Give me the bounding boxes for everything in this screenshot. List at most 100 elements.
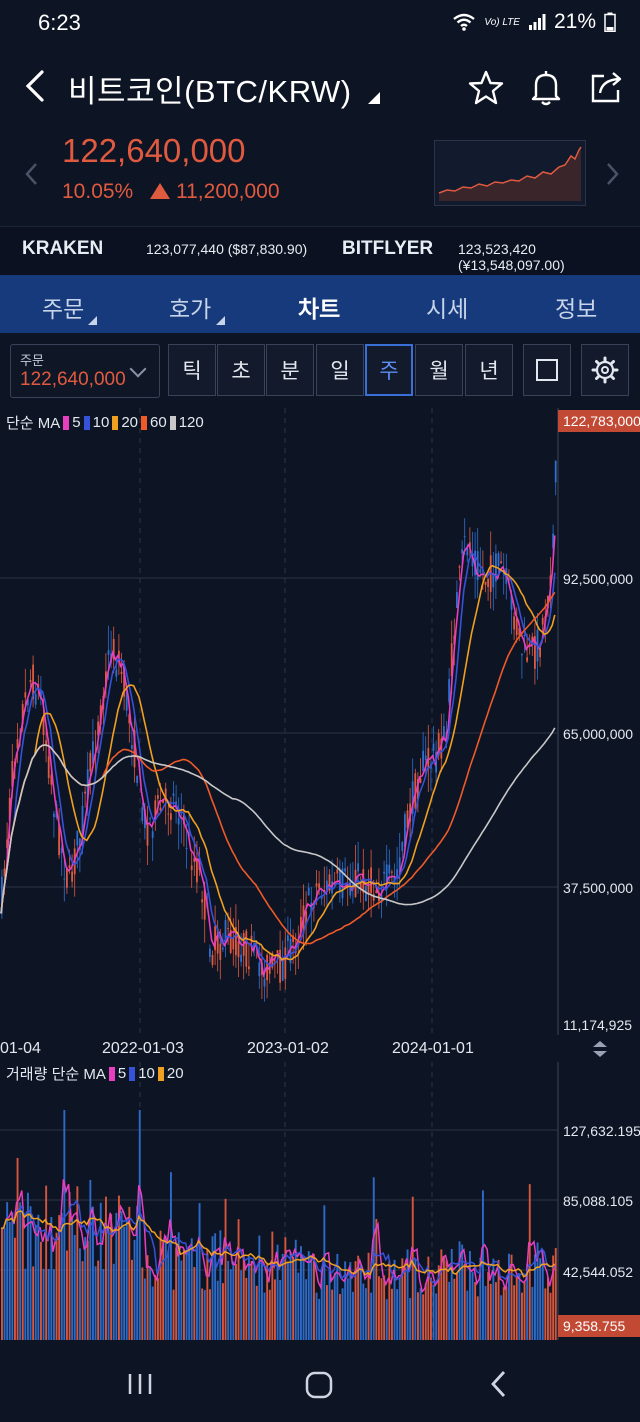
volume-bar: [263, 1292, 266, 1340]
volume-bar: [235, 1263, 237, 1340]
tab-market[interactable]: 시세: [426, 296, 469, 322]
price-candle-body: [214, 925, 216, 951]
page-title[interactable]: 비트코인(BTC/KRW): [68, 74, 352, 109]
price-candle-body: [263, 978, 266, 987]
volume-bar: [27, 1192, 29, 1340]
volume-bar: [320, 1270, 323, 1340]
price-candle-body: [235, 927, 237, 956]
price-candlestick-chart[interactable]: [0, 408, 640, 1035]
price-candle-body: [151, 831, 154, 838]
volume-bar: [552, 1255, 555, 1340]
volume-bar: [32, 1266, 35, 1340]
volume-bar: [58, 1215, 61, 1340]
volume-moving-averages: [0, 1179, 556, 1294]
volume-bar: [211, 1236, 214, 1340]
vol-ma5-label: 5: [117, 1065, 127, 1082]
period-week-button[interactable]: 주: [365, 344, 413, 396]
volume-bar: [521, 1292, 523, 1340]
home-icon[interactable]: [302, 1368, 336, 1402]
title-dropdown-caret-icon[interactable]: [368, 92, 380, 104]
price-candle-body: [458, 566, 461, 568]
period-year-button[interactable]: 년: [465, 344, 513, 396]
price-candle-body: [245, 930, 248, 967]
price-candle-body: [513, 616, 515, 630]
volume-bar: [185, 1249, 188, 1340]
chart-type-button[interactable]: [523, 344, 571, 396]
volume-ma-line: [0, 1210, 556, 1278]
bell-icon[interactable]: [526, 68, 566, 108]
next-coin-arrow-icon[interactable]: [602, 160, 622, 188]
price-candle-body: [341, 868, 344, 899]
chart-settings-button[interactable]: [581, 344, 629, 396]
volume-bar: [554, 1248, 557, 1340]
star-icon[interactable]: [466, 68, 506, 108]
price-chart-grid: [0, 408, 558, 1035]
volume-bar: [159, 1230, 162, 1340]
price-candle-body: [201, 899, 203, 903]
volume-bar: [398, 1278, 401, 1340]
volume-bar: [42, 1268, 45, 1340]
back-nav-icon[interactable]: [484, 1368, 514, 1400]
current-price-label: 122,783,000: [563, 413, 640, 429]
back-arrow-icon[interactable]: [20, 66, 52, 106]
price-candle-body: [250, 935, 253, 943]
tab-order[interactable]: 주문: [42, 296, 85, 322]
price-candle-body: [172, 793, 175, 796]
prev-coin-arrow-icon[interactable]: [22, 160, 42, 188]
volume-bar: [367, 1252, 370, 1340]
tab-orderbook[interactable]: 호가: [169, 296, 212, 322]
price-candle-body: [63, 878, 66, 880]
exchange-name-bitflyer: BITFLYER: [342, 238, 434, 259]
period-tick-button[interactable]: 틱: [168, 344, 216, 396]
volume-bar: [307, 1251, 310, 1340]
share-icon[interactable]: [586, 68, 626, 108]
tab-chart[interactable]: 차트: [298, 296, 341, 322]
volume-bar: [94, 1266, 97, 1340]
battery-icon: [604, 12, 616, 32]
price-candle-body: [141, 807, 144, 821]
volume-bar: [305, 1279, 308, 1340]
price-candle-body: [320, 896, 323, 899]
price-candle-body: [34, 694, 37, 705]
volume-bar: [466, 1290, 469, 1340]
order-price-select[interactable]: [10, 344, 160, 398]
exchange-name-kraken: KRAKEN: [22, 238, 104, 259]
main-tab-bar: [0, 275, 640, 333]
price-candle-body: [86, 769, 89, 798]
volume-bar: [102, 1269, 105, 1340]
volume-bar: [190, 1238, 193, 1340]
price-candle-body: [339, 869, 341, 892]
period-second-button[interactable]: 초: [217, 344, 265, 396]
volume-bar: [539, 1258, 542, 1340]
period-month-button[interactable]: 월: [415, 344, 463, 396]
volume-bar: [513, 1285, 516, 1340]
price-candle-body: [287, 935, 289, 941]
volume-bar: [141, 1267, 144, 1340]
price-candle-body: [255, 942, 258, 944]
mini-price-chart[interactable]: [434, 140, 586, 206]
volume-bar: [258, 1235, 261, 1340]
volume-bar: [388, 1261, 391, 1340]
price-candle-body: [146, 822, 149, 846]
volume-bar: [175, 1247, 178, 1340]
tab-info[interactable]: 정보: [555, 296, 598, 322]
volume-bar: [131, 1259, 133, 1340]
period-day-button[interactable]: 일: [316, 344, 364, 396]
volume-bar-chart[interactable]: [0, 1062, 640, 1340]
price-candle-body: [222, 948, 224, 950]
period-minute-button[interactable]: 분: [266, 344, 314, 396]
volume-bar: [105, 1196, 107, 1340]
volume-bar: [294, 1239, 297, 1340]
volume-bar: [86, 1240, 89, 1340]
resize-handle-icon[interactable]: [590, 1040, 610, 1058]
volume-bar: [112, 1263, 115, 1340]
volume-bar: [47, 1268, 50, 1340]
volume-bar: [339, 1294, 341, 1340]
volume-bar: [125, 1219, 128, 1340]
recent-apps-icon[interactable]: [124, 1368, 156, 1400]
volume-bar: [396, 1289, 399, 1340]
volume-bar: [284, 1237, 287, 1340]
volume-bar: [528, 1184, 531, 1340]
price-candle-body: [443, 726, 445, 741]
volume-bar: [448, 1281, 451, 1340]
